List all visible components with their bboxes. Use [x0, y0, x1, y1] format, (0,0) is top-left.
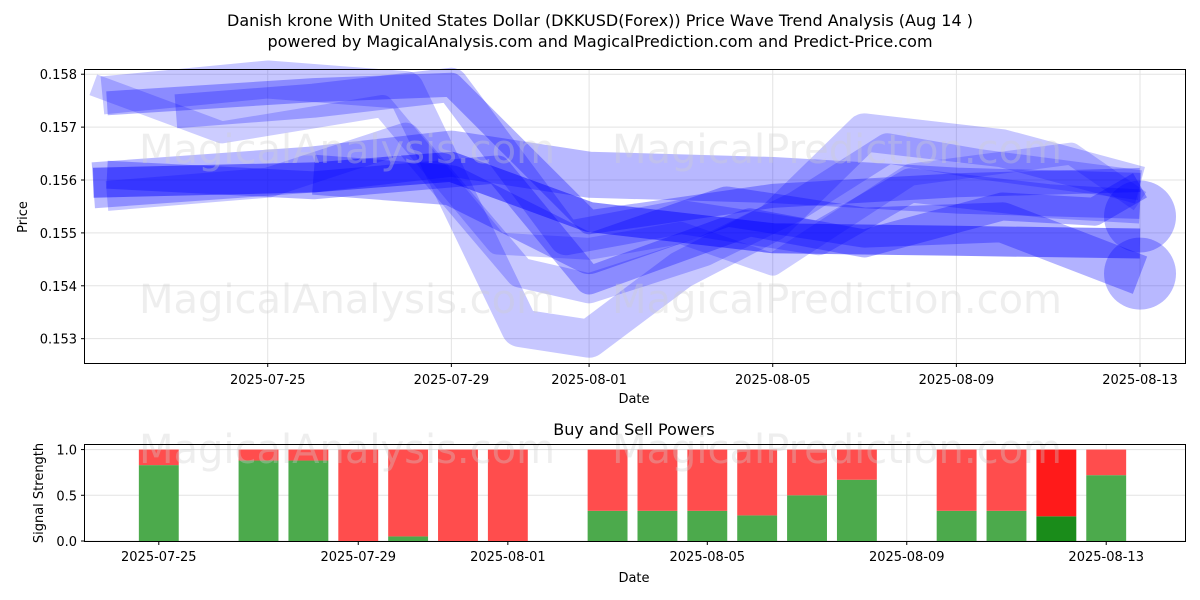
buy-bar [288, 460, 329, 541]
price-wave-endpoint [1104, 237, 1177, 310]
signal-plot-frame [84, 444, 1186, 542]
sell-bar [737, 449, 778, 516]
price-plot-frame [84, 69, 1186, 364]
signal-y-axis-label: Signal Strength [32, 443, 47, 543]
sell-bar [487, 449, 528, 541]
price-x-tick-label: 2025-07-29 [414, 373, 490, 388]
figure-title-line-1: Danish krone With United States Dollar (… [227, 11, 973, 30]
price-x-tick-label: 2025-08-05 [735, 373, 811, 388]
price-grid [85, 70, 1185, 363]
buy-bar [836, 479, 877, 541]
price-y-tick-label: 0.156 [40, 174, 77, 189]
price-y-tick-label: 0.158 [40, 68, 77, 83]
price-wave-line [106, 155, 1147, 295]
signal-x-tick-label: 2025-08-09 [869, 550, 945, 565]
price-wave-line [92, 151, 1141, 259]
watermark-prediction-bottom: MagicalPrediction.com [612, 427, 1062, 473]
sell-bar [637, 449, 678, 511]
signal-x-tick-label: 2025-08-13 [1068, 550, 1144, 565]
price-wave-endpoint [1104, 180, 1177, 253]
price-wave-line [105, 122, 1142, 304]
sell-bar [138, 449, 179, 466]
price-y-axis-label: Price [16, 201, 31, 233]
price-wave-series [89, 60, 1177, 358]
buy-sell-panel: Buy and Sell Powers MagicalAnalysis.com … [32, 420, 1186, 586]
sell-bar [438, 449, 478, 541]
sell-bar [836, 449, 877, 480]
price-wave-line [312, 154, 1148, 294]
watermark-analysis-top-1: MagicalAnalysis.com [139, 127, 555, 173]
figure-title-line-2: powered by MagicalAnalysis.com and Magic… [267, 32, 932, 51]
price-y-tick-label: 0.157 [40, 121, 77, 136]
signal-x-tick-label: 2025-07-25 [121, 550, 197, 565]
price-x-axis-label: Date [618, 392, 649, 407]
price-wave-panel: MagicalAnalysis.com MagicalPrediction.co… [16, 60, 1186, 407]
sell-bar [338, 449, 379, 541]
sell-bar [787, 449, 827, 496]
buy-bar [637, 510, 678, 541]
buy-bar [687, 510, 728, 541]
sell-bar [587, 449, 628, 511]
watermark-prediction-top-2: MagicalPrediction.com [612, 277, 1062, 323]
price-y-tick-label: 0.154 [40, 280, 77, 295]
buy-bar [737, 515, 778, 541]
signal-y-tick-label: 0.5 [56, 489, 77, 504]
signal-x-tick-label: 2025-08-01 [470, 550, 546, 565]
sell-bar [288, 449, 329, 461]
buy-bar [587, 510, 628, 541]
price-x-tick-label: 2025-08-01 [551, 373, 627, 388]
price-wave-line [91, 130, 1141, 219]
buy-sell-title: Buy and Sell Powers [553, 420, 715, 439]
sell-bar [388, 449, 429, 537]
price-x-axis: 2025-07-25 2025-07-29 2025-08-01 2025-08-05… [230, 363, 1178, 388]
buy-bar [787, 495, 827, 541]
buy-bar [986, 510, 1027, 541]
signal-x-tick-label: 2025-08-05 [670, 550, 746, 565]
price-wave-line [174, 67, 1141, 256]
watermark-analysis-bottom: MagicalAnalysis.com [139, 427, 555, 473]
buy-bar [936, 510, 977, 541]
sell-bar [238, 449, 279, 461]
price-x-tick-label: 2025-08-09 [919, 373, 995, 388]
signal-x-axis: 2025-07-25 2025-07-29 2025-08-01 2025-08-05… [121, 541, 1144, 565]
price-y-tick-label: 0.155 [40, 227, 77, 242]
buy-bar [238, 460, 279, 541]
sell-bar [1086, 449, 1127, 476]
price-y-tick-label: 0.153 [40, 333, 77, 348]
price-watermarks: MagicalAnalysis.com MagicalPrediction.co… [139, 127, 1062, 323]
price-x-tick-label: 2025-08-13 [1102, 373, 1178, 388]
signal-y-tick-label: 0.0 [56, 535, 77, 550]
buy-bar [138, 465, 179, 541]
sell-bar [1036, 449, 1077, 517]
price-wave-line [106, 72, 1141, 235]
signal-x-axis-label: Date [618, 571, 649, 586]
buy-bar [388, 536, 429, 541]
price-wave-line [100, 60, 1145, 358]
sell-bar [986, 449, 1027, 511]
signal-x-tick-label: 2025-07-29 [320, 550, 396, 565]
price-wave-line [89, 74, 1147, 276]
price-y-axis: 0.153 0.154 0.155 0.156 0.157 0.158 [40, 68, 85, 348]
signal-watermarks: MagicalAnalysis.com MagicalPrediction.co… [139, 427, 1062, 473]
signal-y-tick-label: 1.0 [56, 444, 77, 459]
signal-bars [138, 449, 1127, 541]
signal-y-axis: 0.0 0.5 1.0 [56, 444, 85, 550]
buy-bar [1086, 475, 1127, 541]
sell-bar [687, 449, 728, 511]
watermark-prediction-top-1: MagicalPrediction.com [612, 127, 1062, 173]
watermark-analysis-top-2: MagicalAnalysis.com [139, 277, 555, 323]
buy-bar [1036, 516, 1077, 541]
price-x-tick-label: 2025-07-25 [230, 373, 306, 388]
sell-bar [936, 449, 977, 511]
